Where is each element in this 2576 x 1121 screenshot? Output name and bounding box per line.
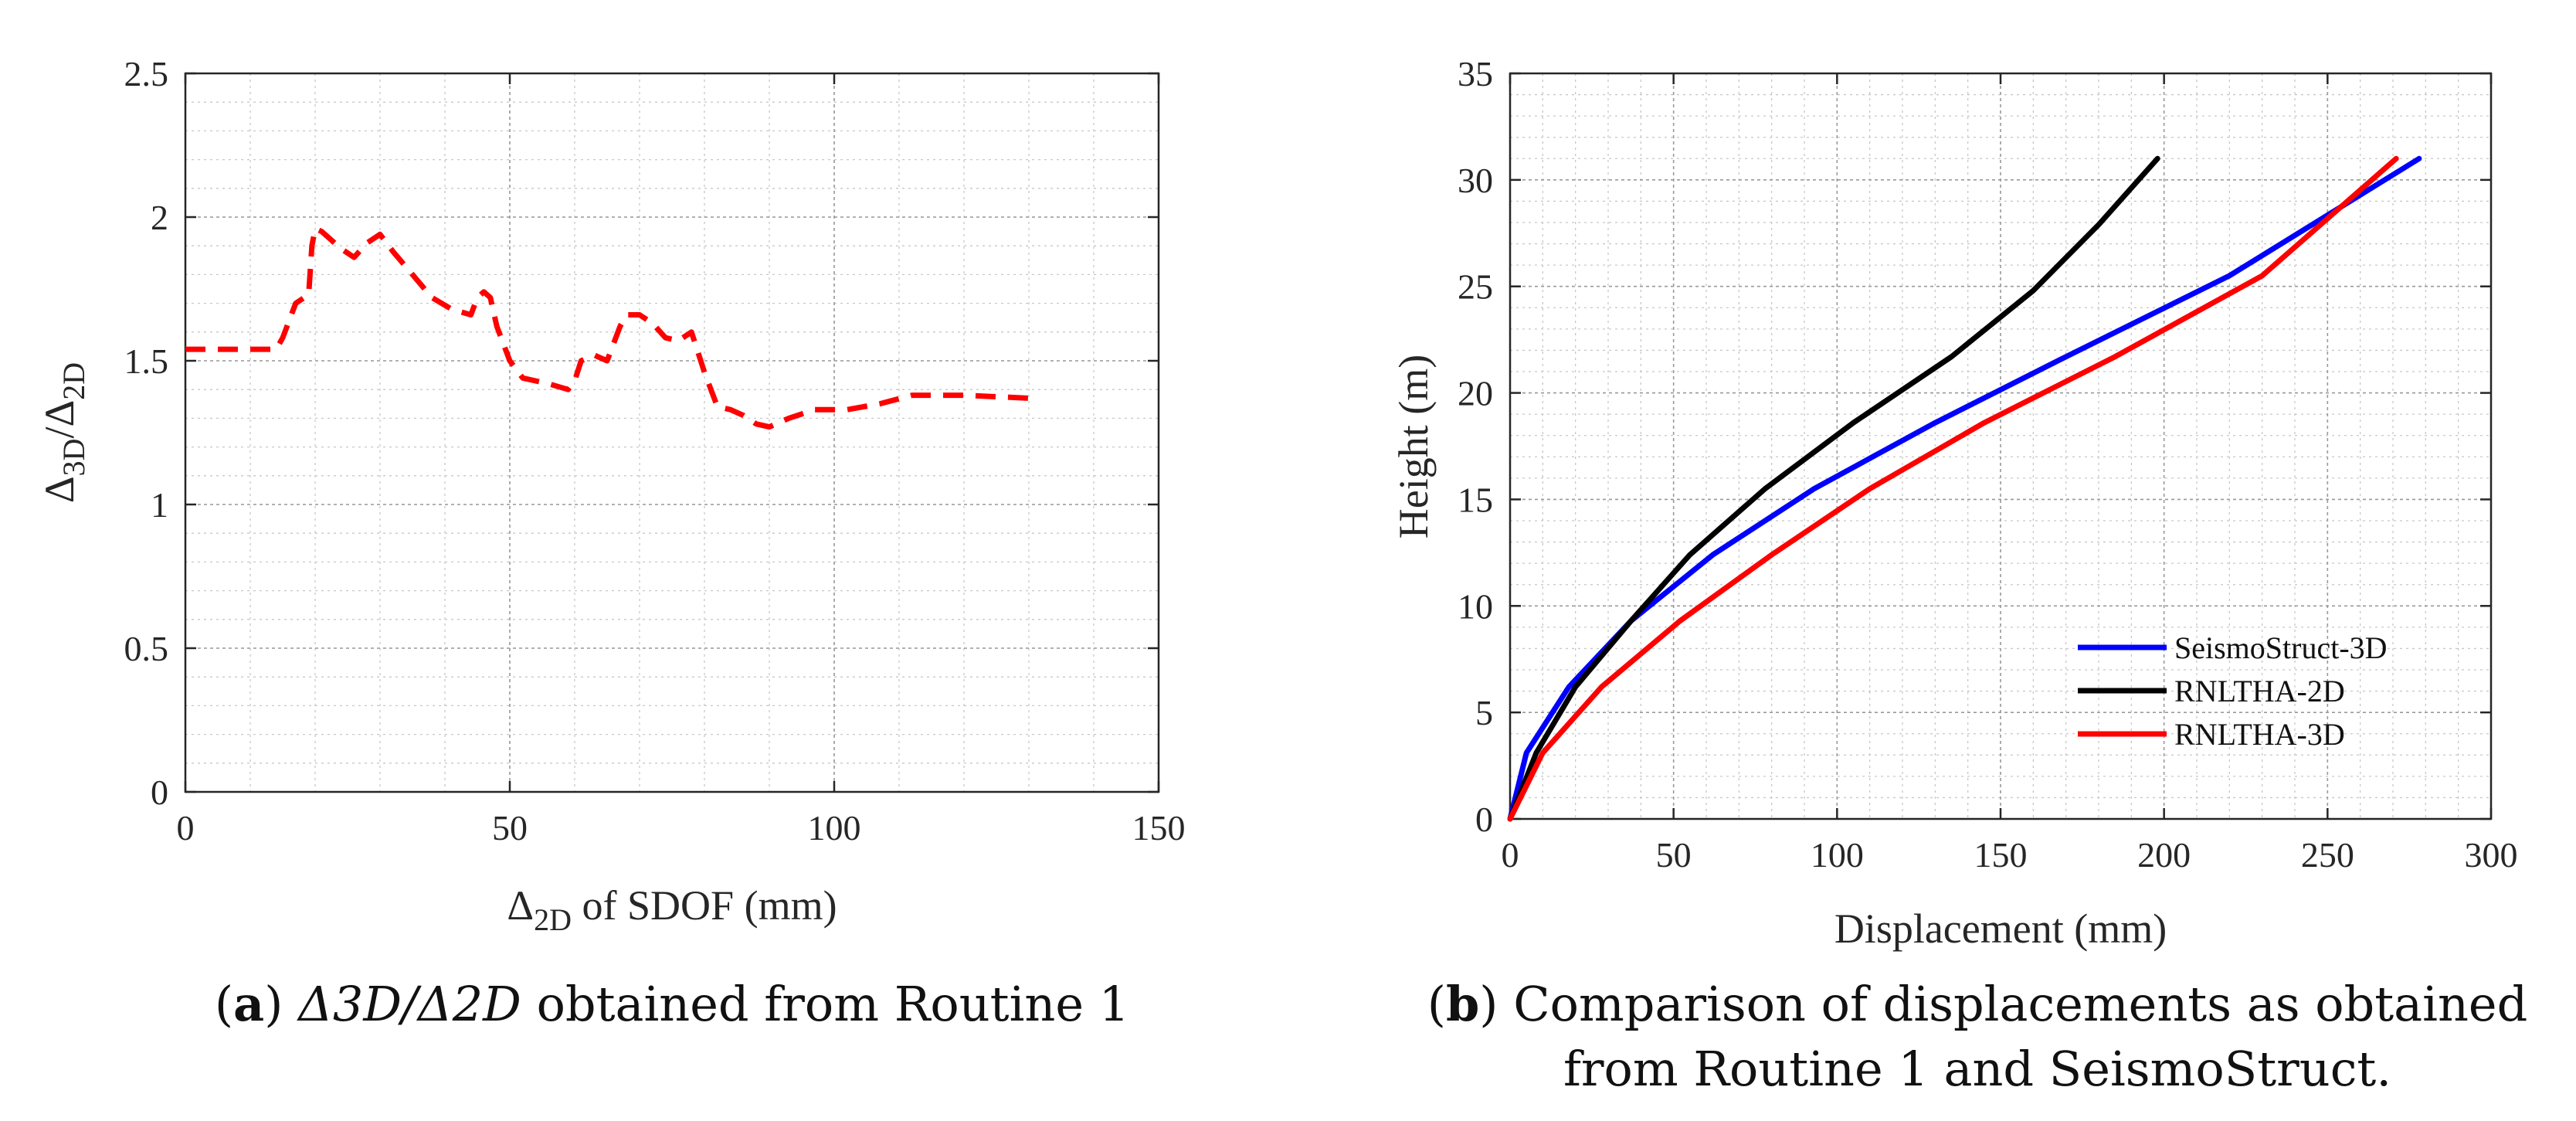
tick-marks bbox=[1509, 72, 2493, 820]
series-lines bbox=[1507, 155, 2422, 822]
x-tick-label: 300 bbox=[2465, 835, 2518, 875]
y-tick-label: 10 bbox=[1458, 586, 1493, 626]
y-tick-label: 35 bbox=[1458, 54, 1493, 93]
y-label-p1: Δ bbox=[36, 476, 83, 503]
series-line-rnltha-3d bbox=[1507, 155, 2399, 822]
y-tick-label: 0 bbox=[1475, 800, 1493, 839]
x-tick-label: 100 bbox=[808, 808, 861, 848]
y-label-s2: 2D bbox=[56, 362, 91, 400]
caption-a-pre: ( bbox=[214, 976, 234, 1032]
y-tick-label: 0 bbox=[151, 773, 168, 812]
series-line-rnltha-2d bbox=[1507, 155, 2160, 822]
y-label-p2: /Δ bbox=[36, 400, 83, 439]
y-tick-label: 20 bbox=[1458, 374, 1493, 413]
x-tick-label: 250 bbox=[2301, 835, 2354, 875]
y-tick-label: 15 bbox=[1458, 480, 1493, 519]
x-tick-label: 200 bbox=[2137, 835, 2191, 875]
caption-a-formula: Δ3D/Δ2D bbox=[298, 976, 521, 1032]
y-tick-label: 1 bbox=[151, 485, 168, 525]
x-axis-label: Δ2D of SDOF (mm) bbox=[507, 882, 837, 937]
caption-a: (a) Δ3D/Δ2D obtained from Routine 1 bbox=[185, 972, 1159, 1037]
caption-b-pre: ( bbox=[1427, 976, 1446, 1032]
y-tick-label: 0.5 bbox=[124, 629, 169, 668]
y-tick-label: 25 bbox=[1458, 267, 1493, 307]
x-tick-label: 0 bbox=[1502, 835, 1519, 875]
caption-b-line1: (b) Comparison of displacements as obtai… bbox=[1383, 972, 2572, 1037]
legend-label: SeismoStruct-3D bbox=[2174, 630, 2388, 665]
y-tick-label: 5 bbox=[1475, 693, 1493, 732]
caption-a-post: ) bbox=[264, 976, 299, 1032]
tick-marks bbox=[184, 72, 1160, 793]
y-tick-label: 30 bbox=[1458, 161, 1493, 200]
panel-b-chart: 0 50 100 150 200 250 300 0 5 10 15 20 25 30 35 SeismoS… bbox=[1390, 54, 2518, 952]
x-tick-label: 150 bbox=[1132, 808, 1186, 848]
y-label-s1: 3D bbox=[56, 439, 91, 477]
caption-b-post: ) bbox=[1479, 976, 1514, 1032]
legend-label: RNLTHA-3D bbox=[2174, 717, 2345, 752]
x-label-delta: Δ bbox=[507, 882, 534, 929]
x-tick-label: 100 bbox=[1811, 835, 1864, 875]
x-tick-label: 50 bbox=[1656, 835, 1692, 875]
x-label-sub: 2D bbox=[534, 902, 572, 937]
caption-a-label: a bbox=[233, 976, 265, 1032]
caption-b: (b) Comparison of displacements as obtai… bbox=[1383, 972, 2572, 1102]
x-axis-label: Displacement (mm) bbox=[1834, 905, 2167, 952]
x-tick-label: 0 bbox=[177, 808, 195, 848]
y-tick-label: 1.5 bbox=[124, 341, 169, 381]
ratio-dashed-line bbox=[185, 226, 1030, 430]
y-tick-label: 2.5 bbox=[124, 54, 169, 93]
tick-labels: 0 50 100 150 200 250 300 0 5 10 15 20 25 30 35 bbox=[1458, 54, 2518, 875]
x-tick-label: 50 bbox=[492, 808, 528, 848]
grid bbox=[1509, 73, 2492, 820]
y-axis-label: Height (m) bbox=[1390, 355, 1437, 538]
y-axis-label: Δ3D/Δ2D bbox=[36, 362, 91, 503]
x-label-rest: of SDOF (mm) bbox=[572, 882, 837, 929]
tick-labels: 0 50 100 150 0 0.5 1 1.5 2 2.5 bbox=[124, 54, 1186, 848]
caption-b-text1: Comparison of displacements as obtained bbox=[1513, 976, 2528, 1032]
x-tick-label: 150 bbox=[1974, 835, 2028, 875]
legend: SeismoStruct-3D RNLTHA-2D RNLTHA-3D bbox=[2078, 630, 2388, 752]
legend-label: RNLTHA-2D bbox=[2174, 674, 2345, 708]
axes-frame bbox=[184, 72, 1160, 793]
grid bbox=[185, 73, 1159, 793]
series-line-seismostruct-3d bbox=[1507, 155, 2422, 822]
caption-b-line2: from Routine 1 and SeismoStruct. bbox=[1563, 1041, 2392, 1097]
caption-a-rest: obtained from Routine 1 bbox=[521, 976, 1130, 1032]
y-tick-label: 2 bbox=[151, 198, 168, 237]
caption-b-label: b bbox=[1445, 976, 1480, 1032]
